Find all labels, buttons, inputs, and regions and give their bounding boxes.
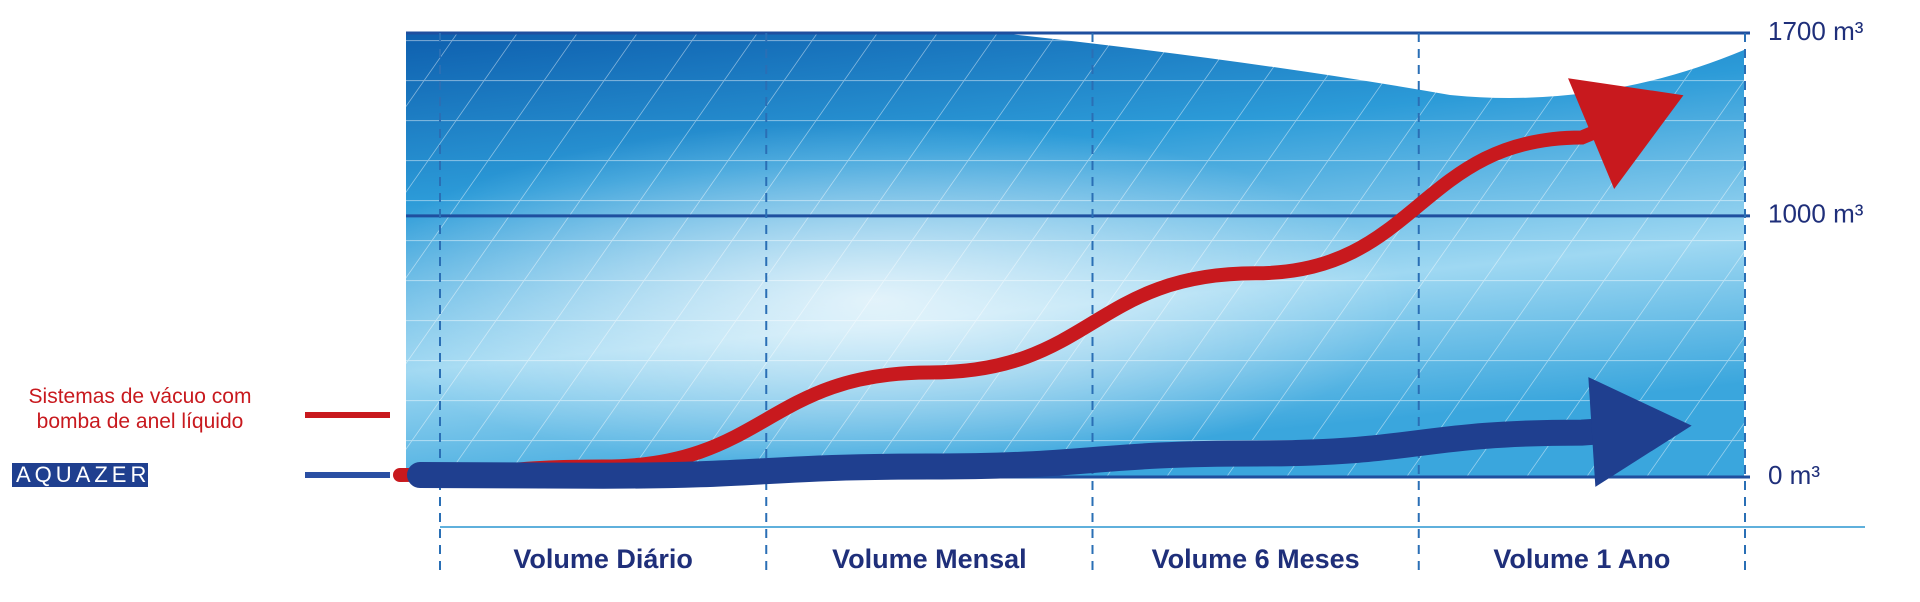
- legend-logo-box: [12, 463, 148, 487]
- legend-label: AQUAZERO®: [16, 462, 192, 487]
- y-tick-label: 0 m³: [1768, 460, 1820, 490]
- x-tick-label: Volume 6 Meses: [1152, 544, 1360, 574]
- y-tick-label: 1700 m³: [1768, 16, 1864, 46]
- series-line: [407, 418, 1605, 489]
- water-background: [406, 33, 1744, 477]
- x-tick-label: Volume Mensal: [832, 544, 1027, 574]
- x-tick-label: Volume 1 Ano: [1493, 544, 1670, 574]
- arrow-head: [1568, 78, 1684, 190]
- arrow-head: [1588, 377, 1692, 487]
- x-tick-label: Volume Diário: [513, 544, 693, 574]
- legend-label: Sistemas de vácuo com bomba de anel líqui…: [29, 385, 252, 433]
- y-tick-label: 1000 m³: [1768, 199, 1864, 229]
